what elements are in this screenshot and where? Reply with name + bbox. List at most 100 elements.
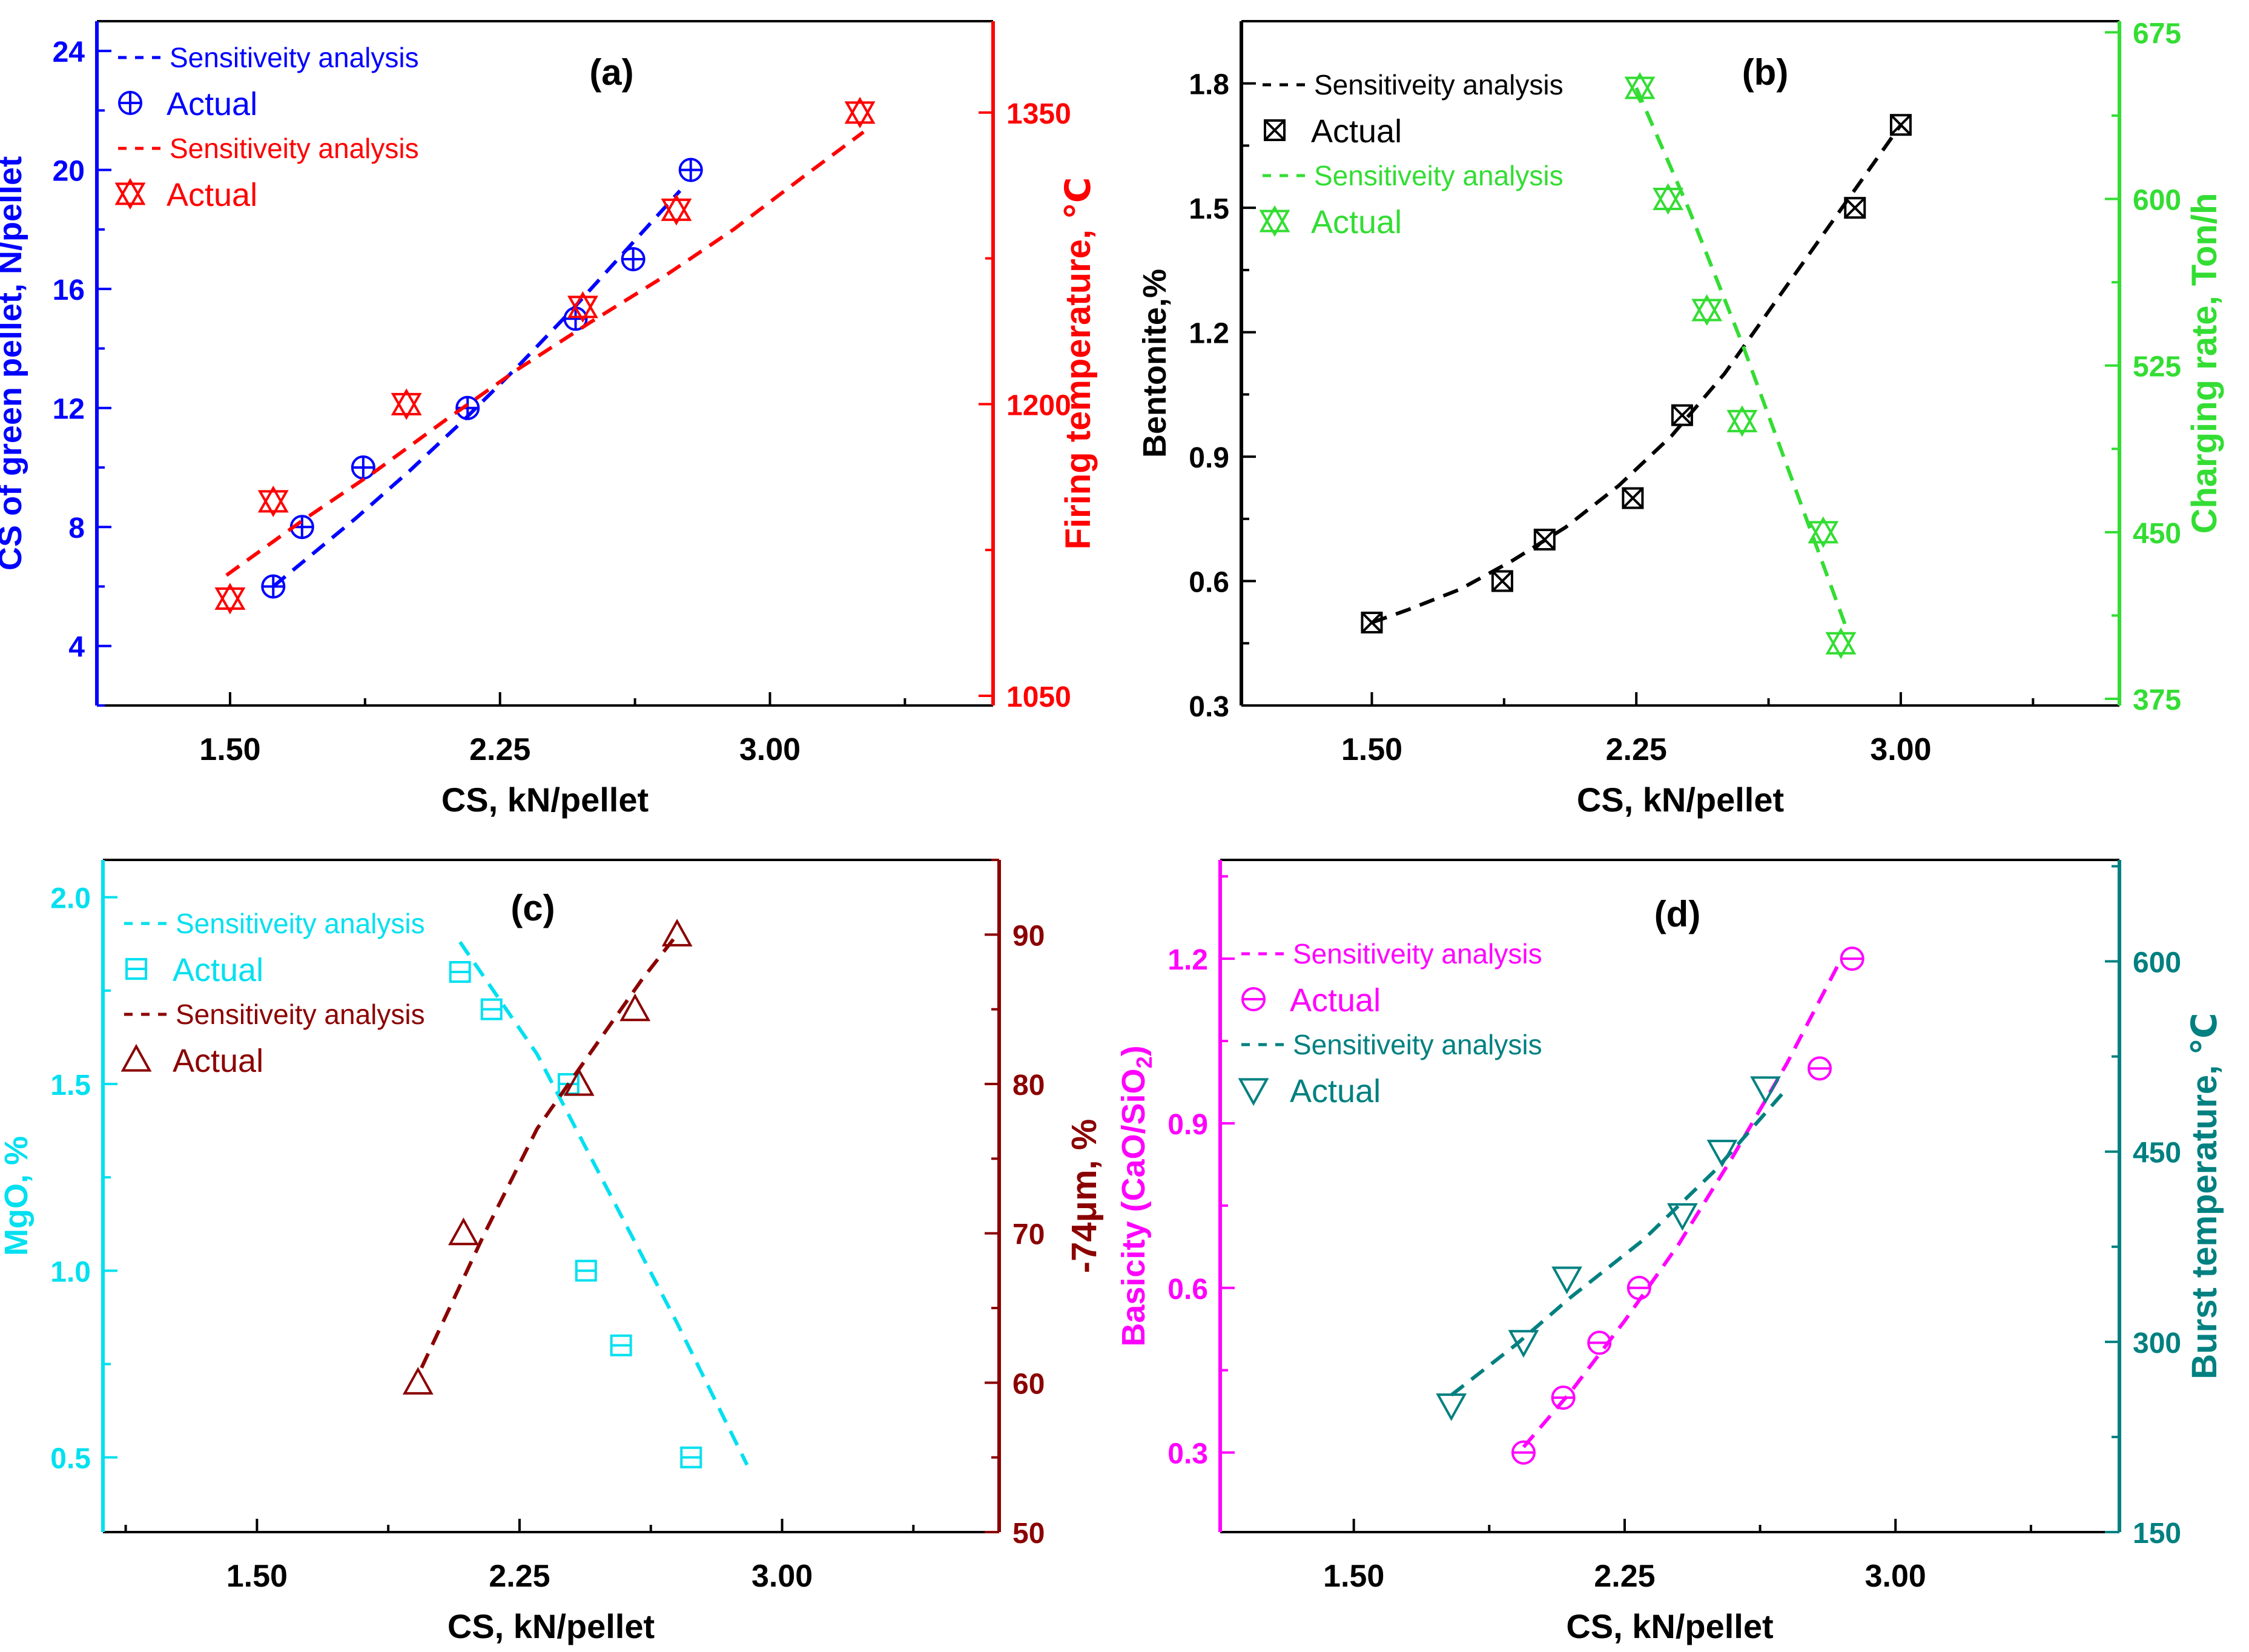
left-tick-label: 0.9: [1189, 442, 1229, 474]
marker-diag-b: [1890, 114, 1912, 136]
legend: Sensitiveity analysis Actual Sensitiveity …: [114, 42, 419, 213]
left-tick-label: 0.3: [1189, 691, 1229, 723]
data-point: [661, 919, 693, 947]
marker-triangle-down: [1726, 409, 1758, 437]
fit-line-right: [420, 933, 679, 1369]
right-axis-title: -74μm, %: [1065, 1119, 1104, 1274]
legend-entry: Actual: [118, 86, 257, 122]
data-point: [1808, 1056, 1832, 1081]
left-tick-label: 1.8: [1189, 69, 1229, 101]
data-point: [455, 395, 480, 420]
data-point: [1533, 529, 1556, 551]
marker-triangle-up: [1808, 516, 1839, 544]
right-tick-label: 450: [2133, 1137, 2181, 1169]
right-tick-label: 50: [1012, 1518, 1045, 1550]
data-series-right: [1624, 72, 1857, 659]
x-axis-title: CS, kN/pellet: [1566, 1607, 1773, 1645]
data-point: [610, 1334, 632, 1356]
legend-label: Sensitiveity analysis: [170, 133, 419, 164]
legend-entry: Sensitiveity analysis: [1241, 1029, 1542, 1060]
data-point: [1671, 404, 1693, 426]
data-point: [1726, 405, 1758, 437]
data-point: [480, 998, 503, 1020]
legend: Sensitiveity analysis Actual Sensitiveity …: [1259, 69, 1564, 240]
marker-triangle-up: [391, 388, 422, 415]
left-tick-label: 0.9: [1167, 1109, 1208, 1141]
data-point: [1840, 947, 1864, 971]
data-point: [351, 455, 375, 480]
legend-entry: Sensitiveity analysis: [124, 908, 425, 939]
marker-triangle-down: [1691, 299, 1723, 326]
marker-triangle-down: [1259, 210, 1290, 237]
data-point: [402, 1367, 434, 1395]
marker-triangle-down: [844, 101, 876, 128]
legend-entry: Sensitiveity analysis: [1263, 160, 1564, 191]
left-tick-label: 16: [53, 274, 85, 306]
marker-diag-b: [1844, 197, 1866, 219]
data-point: [567, 291, 598, 323]
legend-entry: Actual: [1264, 113, 1402, 150]
fit-line-left: [1522, 957, 1843, 1449]
legend: Sensitiveity analysis Actual Sensitiveity …: [121, 908, 425, 1079]
x-tick-label: 3.00: [1865, 1559, 1926, 1594]
data-point: [844, 96, 876, 128]
legend-label: Actual: [1290, 982, 1381, 1019]
data-point: [118, 91, 142, 115]
right-axis-title: Firing temperature, ℃: [1058, 177, 1098, 550]
marker-diag-b: [1264, 119, 1286, 141]
fit-line-left: [1371, 124, 1903, 624]
data-point: [1259, 205, 1290, 237]
marker-diag-b: [1622, 487, 1643, 509]
legend-entry: Actual: [125, 952, 263, 988]
marker-square: [1889, 114, 1912, 136]
data-point: [1508, 1330, 1539, 1358]
marker-square: [1622, 487, 1644, 509]
legend-label: Sensitiveity analysis: [1314, 69, 1564, 101]
marker-triangle-down: [1825, 632, 1857, 659]
panel-label: (b): [1742, 52, 1789, 93]
legend-entry: Sensitiveity analysis: [118, 42, 419, 73]
sensitivity-curve: [1371, 124, 1903, 624]
left-tick-label: 0.5: [50, 1443, 91, 1475]
data-series-right: [1436, 1076, 1781, 1421]
legend-entry: Sensitiveity analysis: [124, 999, 425, 1030]
left-tick-label: 24: [53, 36, 85, 68]
right-tick-label: 525: [2133, 351, 2181, 383]
x-tick-label: 3.00: [739, 732, 801, 767]
data-point: [1653, 183, 1684, 215]
left-axis-title: MgO, %: [0, 1136, 35, 1256]
legend-label: Sensitiveity analysis: [1293, 938, 1542, 970]
marker-triangle-up: [114, 177, 146, 205]
x-tick-label: 3.00: [751, 1559, 813, 1594]
data-point: [1825, 627, 1857, 659]
marker-square: [1844, 197, 1866, 219]
panel-label: (d): [1654, 894, 1701, 934]
left-axis-title-text: Basicity (CaO/SiO: [1115, 1068, 1152, 1346]
left-tick-label: 1.2: [1167, 944, 1208, 976]
left-tick-label: 0.3: [1167, 1438, 1208, 1470]
right-tick-label: 1050: [1006, 681, 1071, 713]
right-tick-label: 150: [2133, 1518, 2181, 1550]
data-point: [448, 1217, 479, 1246]
right-axis-title: Charging rate, Ton/h: [2185, 193, 2224, 534]
left-tick-label: 0.6: [1189, 567, 1229, 599]
left-axis-title-subscript: 2: [1132, 1056, 1157, 1068]
marker-diag-b: [1534, 529, 1556, 550]
data-point: [621, 247, 646, 272]
left-axis-title: CS of green pellet, N/pellet: [0, 156, 28, 570]
data-series-left: [449, 961, 702, 1469]
left-tick-label: 1.0: [50, 1256, 91, 1288]
left-tick-label: 12: [53, 394, 85, 426]
legend-entry: Actual: [1238, 1073, 1381, 1109]
left-tick-label: 1.5: [50, 1069, 91, 1102]
left-tick-label: 4: [68, 632, 85, 664]
data-point: [1551, 1266, 1582, 1295]
right-tick-label: 375: [2133, 684, 2181, 716]
data-point: [1436, 1393, 1467, 1421]
data-point: [1551, 1386, 1576, 1410]
right-tick-label: 600: [2133, 185, 2181, 217]
data-series-right: [214, 96, 876, 615]
left-axis-title: Bentonite,%: [1137, 269, 1173, 458]
marker-square: [1264, 119, 1286, 141]
